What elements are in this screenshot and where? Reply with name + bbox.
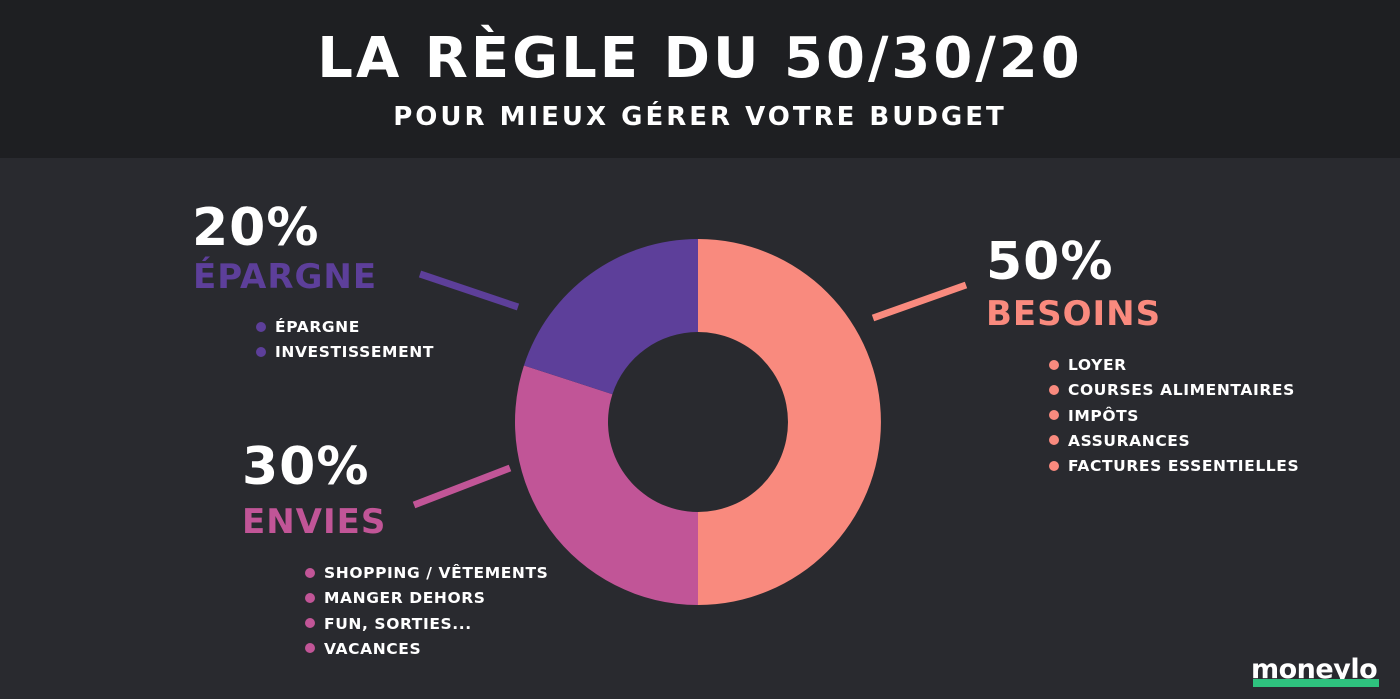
connector-besoins [871,281,968,322]
connector-envies [412,464,512,509]
bullet-icon [305,643,315,654]
bullet-icon [256,346,266,357]
bullet-icon [305,618,315,629]
page-title: LA RÈGLE DU 50/30/20 [317,26,1083,91]
list-item-label: FUN, SORTIES... [324,614,472,633]
list-item: FACTURES ESSENTIELLES [1049,454,1299,479]
slice-label-epargne-percent: 20% [192,198,320,258]
list-item-label: INVESTISSEMENT [275,343,435,362]
list-item: ASSURANCES [1049,429,1299,454]
envies-item-list: SHOPPING / VÊTEMENTS MANGER DEHORS FUN, SO… [305,561,548,662]
list-item-label: LOYER [1068,356,1127,374]
list-item-label: ASSURANCES [1068,431,1191,450]
epargne-item-list: ÉPARGNE INVESTISSEMENT [256,315,434,366]
bullet-icon [256,321,266,332]
list-item: LOYER [1049,353,1299,378]
list-item: INVESTISSEMENT [256,340,434,365]
bullet-icon [1049,410,1059,421]
slice-label-besoins-percent: 50% [986,232,1114,292]
donut-slice-envies [515,365,698,605]
logo-underline [1253,679,1379,687]
bullet-icon [1049,384,1059,395]
connector-epargne [418,270,520,311]
list-item-label: IMPÔTS [1068,406,1140,425]
list-item: MANGER DEHORS [305,586,548,611]
header-banner: LA RÈGLE DU 50/30/20 POUR MIEUX GÉRER VO… [0,0,1400,158]
list-item-label: COURSES ALIMENTAIRES [1068,381,1295,400]
list-item: VACANCES [305,637,548,662]
donut-slice-epargne [523,239,698,395]
slice-label-envies-name: ENVIES [242,502,387,542]
list-item-label: FACTURES ESSENTIELLES [1068,457,1300,476]
bullet-icon [1049,435,1059,446]
list-item-label: MANGER DEHORS [324,589,486,608]
bullet-icon [1049,359,1059,370]
donut-slices [515,239,881,605]
bullet-icon [1049,460,1059,471]
donut-slice-besoins [698,239,881,605]
list-item: ÉPARGNE [256,315,434,340]
bullet-icon [305,592,315,603]
slice-label-envies-percent: 30% [242,437,370,497]
list-item: FUN, SORTIES... [305,612,548,637]
slice-label-besoins-name: BESOINS [986,294,1162,334]
slice-label-epargne-name: ÉPARGNE [193,257,378,297]
page-subtitle: POUR MIEUX GÉRER VOTRE BUDGET [393,102,1007,132]
besoins-item-list: LOYER COURSES ALIMENTAIRES IMPÔTS ASSURANCE… [1049,353,1299,479]
list-item: SHOPPING / VÊTEMENTS [305,561,548,586]
list-item: COURSES ALIMENTAIRES [1049,378,1299,403]
list-item: IMPÔTS [1049,404,1299,429]
list-item-label: SHOPPING / VÊTEMENTS [324,564,549,582]
bullet-icon [305,567,315,578]
list-item-label: ÉPARGNE [275,318,360,336]
list-item-label: VACANCES [324,639,422,658]
